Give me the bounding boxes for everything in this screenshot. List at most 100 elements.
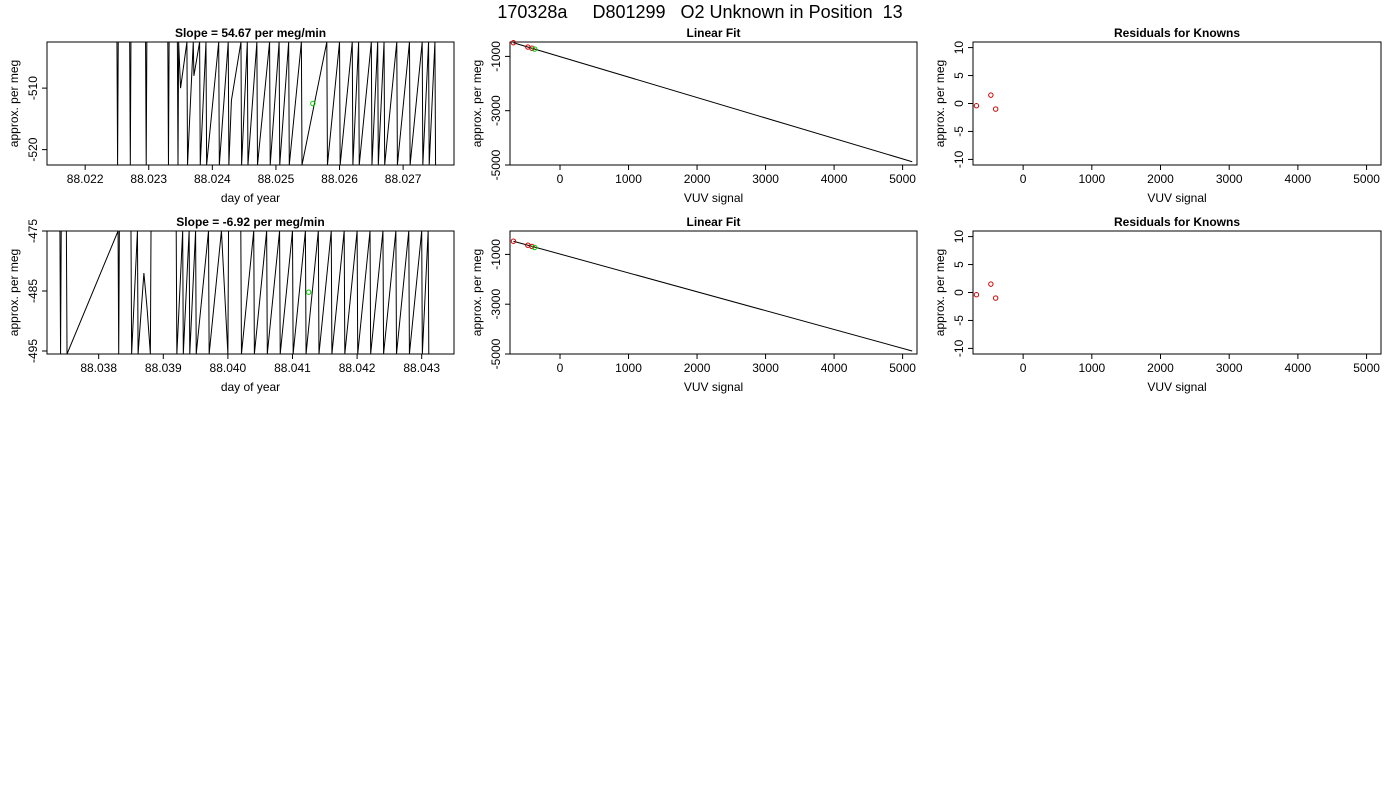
unknown-point — [305, 289, 312, 295]
y-tick-label: -5 — [952, 315, 966, 326]
x-tick-label: 0 — [1020, 361, 1027, 375]
y-tick-label: -5000 — [489, 338, 503, 369]
y-tick-label: -510 — [26, 76, 40, 100]
y-tick-label: -3000 — [489, 95, 503, 126]
fit-line — [513, 42, 913, 163]
panel-title: Residuals for Knowns — [1114, 26, 1240, 40]
x-tick-label: 4000 — [1285, 172, 1312, 186]
plot-frame — [46, 41, 455, 166]
x-tick-label: 1000 — [1078, 172, 1105, 186]
known-point — [529, 45, 535, 51]
known-point — [988, 281, 994, 287]
x-tick-label: 4000 — [821, 361, 848, 375]
y-tick-label: 5 — [952, 72, 966, 79]
known-point — [992, 295, 999, 301]
x-tick-label: 3000 — [1216, 361, 1243, 375]
x-tick-label: 88.040 — [210, 361, 247, 375]
y-tick-label: -5000 — [489, 149, 503, 180]
y-tick-label: -10 — [952, 150, 966, 168]
y-tick-label: -5 — [952, 126, 966, 137]
y-tick-label: -520 — [26, 137, 40, 161]
known-point — [973, 103, 980, 109]
y-axis-label: approx. per meg — [7, 60, 21, 147]
y-tick-label: 0 — [952, 100, 966, 107]
known-point — [988, 92, 994, 98]
x-tick-label: 2000 — [684, 172, 711, 186]
x-tick-label: 88.023 — [130, 172, 167, 186]
fit-line — [513, 240, 913, 352]
unknown-point — [531, 244, 538, 251]
x-tick-label: 5000 — [1353, 361, 1380, 375]
x-axis-label: VUV signal — [1147, 380, 1206, 394]
x-tick-label: 2000 — [684, 361, 711, 375]
x-tick-label: 5000 — [889, 361, 916, 375]
x-tick-label: 5000 — [1353, 172, 1380, 186]
panel-3: Residuals for Knowns 0 1000 2000 3000 4000 500… — [933, 26, 1382, 205]
known-point — [973, 292, 980, 298]
x-axis-label: VUV signal — [684, 191, 743, 205]
y-axis-label: approx. per meg — [470, 249, 484, 336]
x-axis-label: VUV signal — [1147, 191, 1206, 205]
x-tick-label: 2000 — [1147, 172, 1174, 186]
x-axis-label: day of year — [221, 191, 280, 205]
plot-frame — [972, 41, 1382, 166]
y-tick-label: -1000 — [489, 239, 503, 270]
y-tick-label: -485 — [26, 279, 40, 303]
y-tick-label: 10 — [952, 41, 966, 55]
x-tick-label: 4000 — [1285, 361, 1312, 375]
y-tick-label: 0 — [952, 289, 966, 296]
trace-line — [59, 231, 430, 354]
trace-line — [116, 42, 437, 165]
x-tick-label: 4000 — [821, 172, 848, 186]
x-tick-label: 0 — [557, 172, 564, 186]
panel-title: Slope = -6.92 per meg/min — [176, 215, 324, 229]
x-tick-label: 1000 — [615, 361, 642, 375]
plot-frame — [509, 230, 918, 355]
y-tick-label: 10 — [952, 230, 966, 244]
x-tick-label: 88.025 — [258, 172, 295, 186]
x-tick-label: 0 — [557, 361, 564, 375]
x-tick-label: 3000 — [1216, 172, 1243, 186]
x-tick-label: 88.042 — [339, 361, 376, 375]
y-axis-label: approx. per meg — [933, 60, 947, 147]
y-tick-label: -10 — [952, 339, 966, 357]
panel-1: Slope = 54.67 per meg/min 88.022 88.023 88.… — [7, 26, 455, 205]
x-tick-label: 88.041 — [274, 361, 311, 375]
x-tick-label: 0 — [1020, 172, 1027, 186]
y-tick-label: -475 — [26, 219, 40, 243]
panel-6: Residuals for Knowns 0 1000 2000 3000 4000 500… — [933, 215, 1382, 394]
x-axis-label: VUV signal — [684, 380, 743, 394]
panel-5: Linear Fit 0 1000 2000 3000 4000 5000 VUV signa… — [470, 215, 918, 394]
plot-frame — [46, 230, 455, 355]
x-tick-label: 88.026 — [321, 172, 358, 186]
y-tick-label: 5 — [952, 261, 966, 268]
known-point — [992, 106, 999, 112]
x-tick-label: 3000 — [752, 361, 779, 375]
plot-frame — [972, 230, 1382, 355]
y-tick-label: -495 — [26, 339, 40, 363]
x-tick-label: 88.027 — [385, 172, 422, 186]
panel-title: Residuals for Knowns — [1114, 215, 1240, 229]
panel-title: Linear Fit — [686, 26, 740, 40]
known-point — [510, 40, 517, 46]
x-tick-label: 88.043 — [403, 361, 440, 375]
y-tick-label: -3000 — [489, 289, 503, 320]
y-axis-label: approx. per meg — [933, 249, 947, 336]
x-tick-label: 88.038 — [80, 361, 117, 375]
unknown-point — [531, 46, 538, 52]
x-axis-label: day of year — [221, 380, 280, 394]
panel-title: Linear Fit — [686, 215, 740, 229]
known-point — [529, 243, 535, 250]
known-point — [510, 238, 517, 244]
page-title: 170328a D801299 O2 Unknown in Position 1… — [497, 2, 903, 22]
x-tick-label: 1000 — [1078, 361, 1105, 375]
y-axis-label: approx. per meg — [470, 60, 484, 147]
unknown-point — [310, 100, 316, 107]
panel-title: Slope = 54.67 per meg/min — [175, 26, 326, 40]
x-tick-label: 88.022 — [67, 172, 104, 186]
y-axis-label: approx. per meg — [7, 249, 21, 336]
x-tick-label: 1000 — [615, 172, 642, 186]
x-tick-label: 5000 — [889, 172, 916, 186]
x-tick-label: 88.024 — [194, 172, 231, 186]
